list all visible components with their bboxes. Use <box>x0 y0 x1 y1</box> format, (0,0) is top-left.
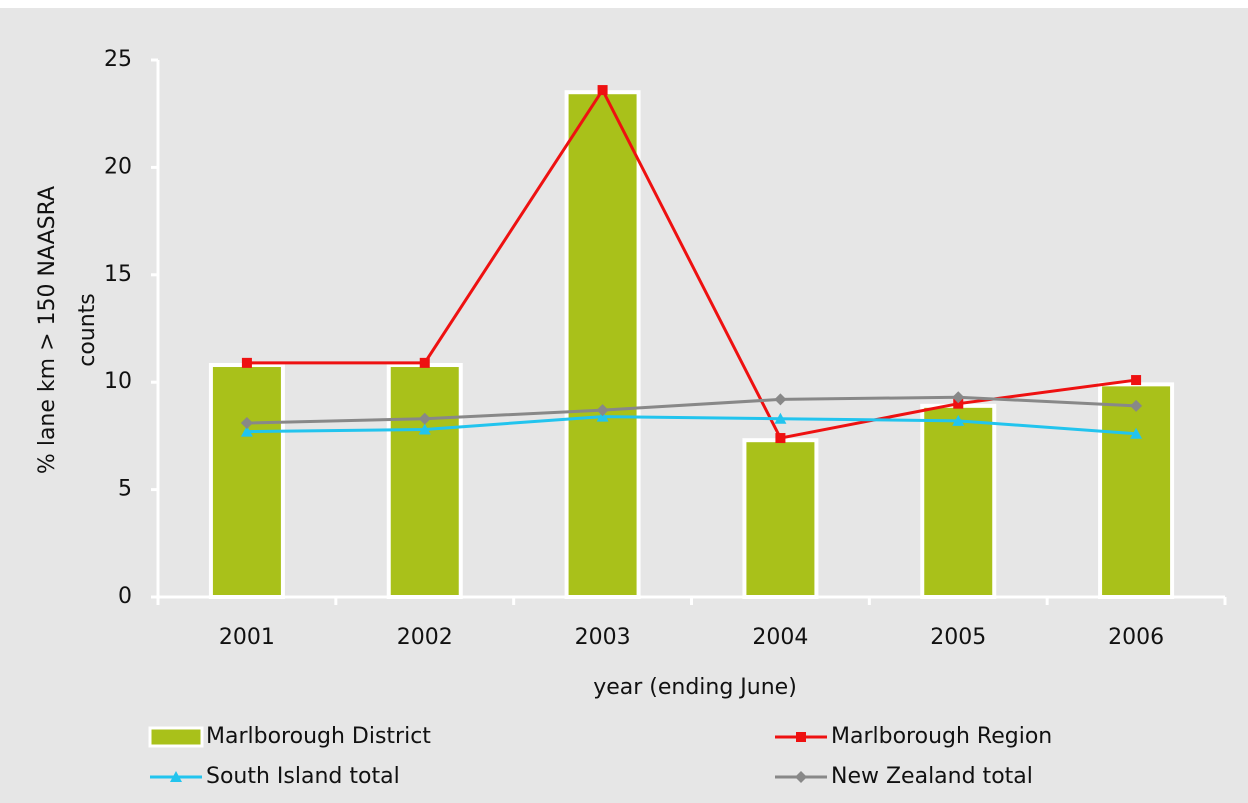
x-axis-label: year (ending June) <box>593 675 797 700</box>
marker <box>952 414 965 426</box>
top-strip <box>0 0 1248 8</box>
x-tick-label: 2005 <box>930 625 986 650</box>
y-tick-label: 5 <box>118 477 132 502</box>
x-tick-label: 2001 <box>219 625 275 650</box>
y-axis-label: % lane km > 150 NAASRA <box>35 186 60 474</box>
marker <box>241 357 252 368</box>
legend-marker <box>796 732 806 742</box>
line <box>246 395 1137 425</box>
y-tick-label: 10 <box>104 369 132 394</box>
marker <box>1131 375 1142 386</box>
marker <box>775 433 786 444</box>
legend-marker <box>795 771 807 783</box>
line <box>246 87 1137 440</box>
legend-marker <box>170 771 182 782</box>
legend-label: Marlborough Region <box>831 724 1052 749</box>
bar <box>564 90 641 599</box>
x-tick-label: 2003 <box>575 625 631 650</box>
legend-swatch <box>148 726 204 748</box>
marker <box>419 357 430 368</box>
bar <box>208 363 285 599</box>
x-tick-label: 2002 <box>397 625 453 650</box>
marker <box>418 412 431 425</box>
marker <box>240 417 253 430</box>
legend-label: New Zealand total <box>831 764 1033 789</box>
marker <box>952 391 965 404</box>
line <box>246 415 1137 436</box>
marker <box>774 412 787 424</box>
y-tick-label: 20 <box>104 154 132 179</box>
y-axis-label: counts <box>75 293 100 367</box>
marker <box>597 85 608 96</box>
bar <box>1098 382 1175 599</box>
marker <box>418 423 431 435</box>
x-tick-label: 2006 <box>1108 625 1164 650</box>
bar <box>920 403 997 599</box>
legend-label: Marlborough District <box>206 724 431 749</box>
marker <box>774 393 787 406</box>
marker <box>953 398 964 409</box>
bar <box>742 438 819 600</box>
y-tick-label: 15 <box>104 262 132 287</box>
y-tick-label: 25 <box>104 47 132 72</box>
marker <box>240 425 253 437</box>
marker <box>1130 427 1143 439</box>
x-tick-label: 2004 <box>752 625 808 650</box>
bar <box>386 363 463 599</box>
y-tick-label: 0 <box>118 584 132 609</box>
marker <box>1130 399 1143 412</box>
legend-label: South Island total <box>206 764 400 789</box>
marker <box>596 404 609 417</box>
